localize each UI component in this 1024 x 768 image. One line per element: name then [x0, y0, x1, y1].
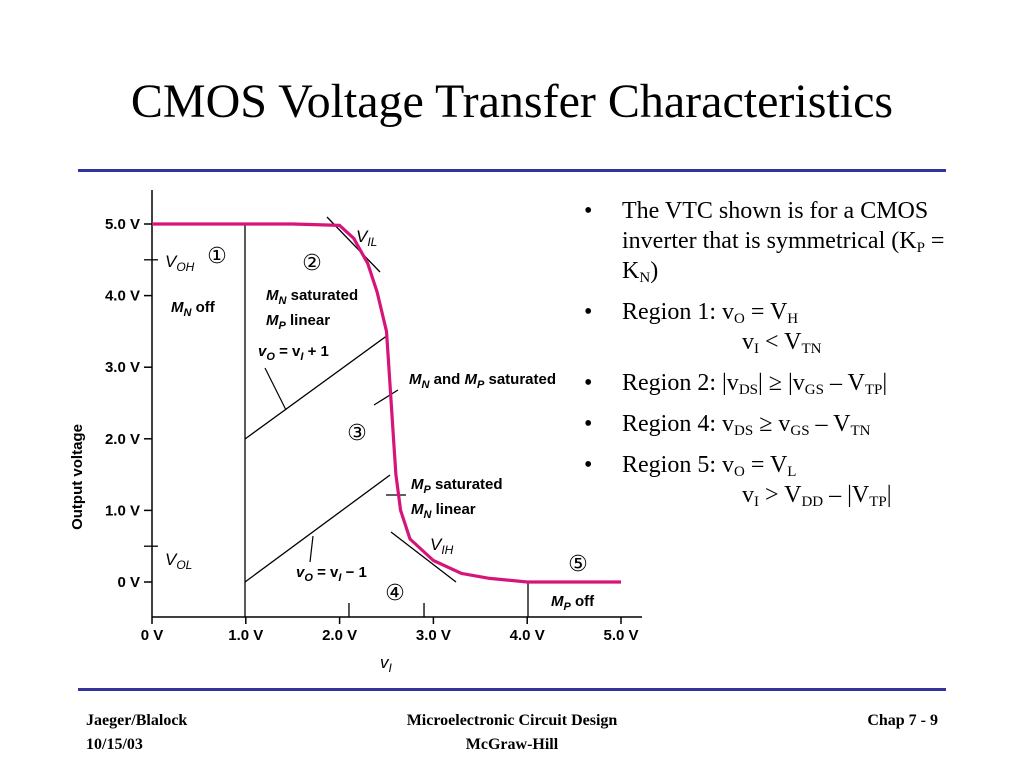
mp-off-label: MP off [551, 593, 595, 613]
y-ticks: 0 V 1.0 V 2.0 V 3.0 V 4.0 V 5.0 V [105, 216, 158, 591]
mn-linear-label: MN linear [411, 501, 476, 521]
y-tick-label: 5.0 V [105, 216, 140, 233]
line-vo-vi-minus1 [244, 474, 391, 583]
y-tick-label: 4.0 V [105, 288, 140, 305]
region-3-marker: ③ [347, 420, 367, 445]
region-4-marker: ④ [385, 580, 405, 605]
mp-linear-label: MP linear [266, 312, 330, 332]
footer-date: 10/15/03 [86, 736, 143, 753]
footer-publisher: McGraw-Hill [465, 736, 559, 753]
x-tick-label: 4.0 V [510, 627, 545, 644]
y-axis-label: Output voltage [69, 424, 86, 530]
bullet-vtc-symmetric: The VTC shown is for a CMOS inverter tha… [584, 196, 984, 286]
bullet-region-1-cont: vI < VTN [742, 329, 822, 357]
both-saturated-label: MN and MP saturated [409, 371, 556, 391]
footer-book: Microelectronic Circuit Design McGraw-Hi… [362, 709, 662, 757]
footer-page-number: Chap 7 - 9 [867, 712, 938, 729]
both-sat-leader [373, 389, 399, 406]
vih-tangent [390, 531, 457, 583]
bullet-region-4: Region 4: vDS ≥ vGS – VTN [584, 409, 984, 439]
eq1-leader [264, 367, 287, 411]
slide-title: CMOS Voltage Transfer Characteristics [130, 75, 894, 128]
line-vo-vi-plus1 [244, 334, 389, 440]
footer-authors: Jaeger/Blalock 10/15/03 [86, 709, 187, 757]
vtc-diagram: 0 V 1.0 V 2.0 V 3.0 V 4.0 V 5.0 V 0 V 1.0 V 2.0… [69, 190, 642, 675]
region-2-marker: ② [302, 250, 322, 275]
region-5-marker: ⑤ [568, 551, 588, 576]
footer-chapter: Chap 7 - 9 [790, 709, 938, 733]
x-axis-label: vI [380, 653, 393, 675]
y-tick-label: 3.0 V [105, 359, 140, 376]
x-tick-label: 0 V [141, 627, 164, 644]
x-tick-label: 1.0 V [228, 627, 263, 644]
mn-saturated-label: MN saturated [266, 287, 358, 307]
voh-label: VOH [165, 252, 195, 274]
y-tick-label: 2.0 V [105, 431, 140, 448]
x-tick-label: 3.0 V [416, 627, 451, 644]
vtc-curve [152, 222, 621, 584]
mn-off-label: MN off [171, 299, 216, 319]
bullet-region-2: Region 2: |vDS| ≥ |vGS – VTP| [584, 368, 984, 398]
mp-saturated-label: MP saturated [411, 476, 503, 496]
eq-vo-vi-plus1: vO = vI + 1 [258, 343, 329, 363]
vol-label: VOL [165, 550, 192, 572]
vih-label: VIH [430, 535, 454, 557]
y-tick-label: 0 V [117, 574, 140, 591]
y-tick-label: 1.0 V [105, 502, 140, 519]
footer-book-title: Microelectronic Circuit Design [406, 712, 618, 729]
bullet-region-5-cont: vI > VDD – |VTP| [742, 482, 892, 510]
x-tick-label: 2.0 V [322, 627, 357, 644]
vil-label: VIL [356, 227, 377, 249]
x-tick-label: 5.0 V [603, 627, 638, 644]
footer-author-names: Jaeger/Blalock [86, 712, 188, 729]
top-divider [78, 169, 946, 172]
eq-vo-vi-minus1: vO = vI − 1 [296, 564, 367, 584]
eq2-leader [309, 535, 314, 563]
bottom-divider [78, 688, 946, 691]
bullet-list: The VTC shown is for a CMOS inverter tha… [584, 196, 984, 521]
x-ticks: 0 V 1.0 V 2.0 V 3.0 V 4.0 V 5.0 V [141, 603, 639, 644]
region-1-marker: ① [207, 243, 227, 268]
